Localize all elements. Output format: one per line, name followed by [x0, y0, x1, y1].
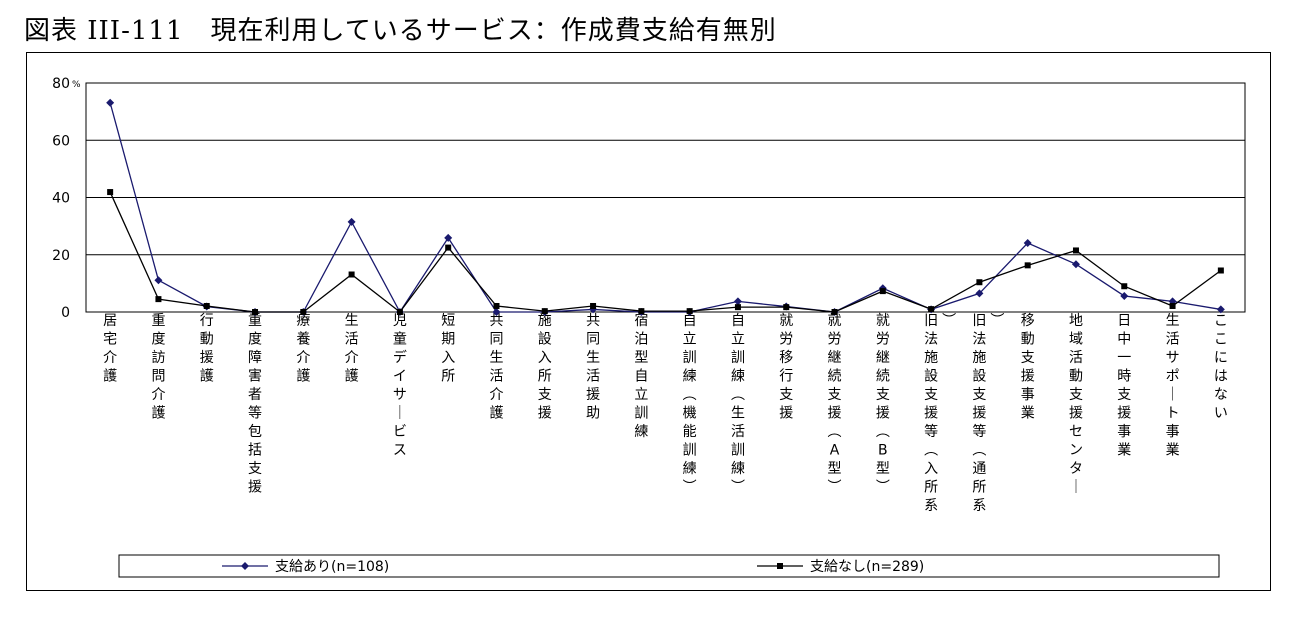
line-chart: 0 20 40 60 80 % 居宅介護 重度訪問介護 行動援護 重度障害者等包括支援 療養介護 生活… — [52, 76, 1246, 578]
data-point — [928, 306, 935, 313]
data-point — [1169, 302, 1176, 309]
data-point — [734, 304, 741, 311]
data-point — [106, 98, 115, 107]
data-point — [444, 233, 453, 242]
data-point — [154, 276, 163, 285]
x-tick-label: 地域活動支援センタ｜ — [1069, 313, 1083, 496]
data-point — [976, 279, 983, 286]
x-tick-label: 児童デイサ｜ビス — [393, 313, 407, 459]
x-tick-label: 療養介護 — [296, 312, 310, 385]
data-point — [155, 296, 162, 303]
x-tick-label: 移動支援事業 — [1021, 313, 1035, 422]
x-tick-label: 就労継続支援︵ B 型︶ — [876, 313, 890, 496]
x-tick-label: 旧法施設支援等︵入所系︶ — [924, 313, 956, 514]
data-point — [879, 288, 886, 295]
data-point — [347, 217, 356, 226]
series-line-1 — [109, 191, 1222, 313]
y-tick-label: 20 — [52, 248, 70, 264]
legend-marker-0 — [241, 562, 249, 570]
data-point — [493, 302, 500, 309]
x-tick-label: 行動援護 — [200, 313, 214, 385]
data-point — [348, 271, 355, 278]
legend-label-1: 支給なし(n=289) — [810, 559, 924, 575]
x-tick-label: 共同生活援助 — [586, 313, 600, 422]
data-point — [831, 309, 838, 315]
y-tick-label: 40 — [52, 191, 70, 207]
data-point — [203, 302, 210, 309]
data-point — [1023, 239, 1032, 248]
series-line-0 — [109, 102, 1221, 314]
legend-box — [118, 554, 1220, 578]
chart-frame: 0 20 40 60 80% 居宅介護 重度訪問介護 行動援護 重度障害者等包括支援 療養介護 生活… — [26, 52, 1271, 591]
data-point — [975, 289, 984, 298]
data-point — [1217, 267, 1224, 274]
x-tick-label: 短期入所 — [441, 313, 455, 385]
y-unit-label: % — [72, 80, 81, 90]
x-tick-label: 就労継続支援︵ A 型︶ — [828, 313, 842, 496]
data-point — [396, 309, 403, 315]
y-tick-label: 0 — [61, 305, 70, 321]
x-tick-label: 就労移行支援 — [779, 313, 793, 422]
data-point — [541, 308, 548, 315]
y-tick-label: 60 — [52, 133, 70, 149]
data-point — [1071, 260, 1080, 269]
data-point — [300, 309, 307, 315]
data-point — [638, 308, 645, 315]
x-tick-label: 共同生活介護 — [489, 313, 503, 422]
x-tick-label: 施設入所支援 — [538, 313, 552, 422]
y-tick-label: 80 — [52, 76, 70, 92]
x-tick-label: 重度訪問介護 — [151, 313, 165, 422]
x-tick-label: 生活サポ｜ト事業 — [1166, 313, 1180, 459]
data-point — [1216, 305, 1225, 314]
data-point — [1024, 262, 1031, 269]
data-point — [1072, 247, 1079, 254]
data-point — [1121, 283, 1128, 290]
x-tick-label: 日中一時支援事業 — [1117, 313, 1131, 459]
data-point — [1120, 291, 1129, 300]
legend-marker-1 — [777, 563, 783, 569]
x-tick-label: 宿泊型自立訓練 — [634, 312, 648, 440]
data-point — [783, 304, 790, 311]
data-point — [445, 244, 452, 251]
x-tick-label: 自立訓練︵機能訓練︶ — [683, 313, 697, 496]
figure-title: 図表 III-111 現在利用しているサービス：作成費支給有無別 — [24, 16, 777, 46]
data-point — [686, 308, 693, 315]
data-point — [733, 297, 742, 306]
x-tick-label: 自立訓練︵生活訓練︶ — [731, 313, 745, 496]
legend-label-0: 支給あり(n=108) — [275, 559, 389, 575]
data-point — [107, 189, 114, 196]
x-tick-label: ここにはない — [1214, 313, 1228, 422]
data-point — [252, 309, 259, 315]
x-tick-label: 生活介護 — [345, 313, 359, 385]
x-tick-label: 重度障害者等包括支援 — [248, 313, 262, 496]
x-tick-label: 居宅介護 — [103, 313, 117, 385]
data-point — [590, 302, 597, 309]
x-tick-label: 旧法施設支援等︵通所系︶ — [972, 313, 1004, 514]
data-point — [492, 308, 501, 316]
